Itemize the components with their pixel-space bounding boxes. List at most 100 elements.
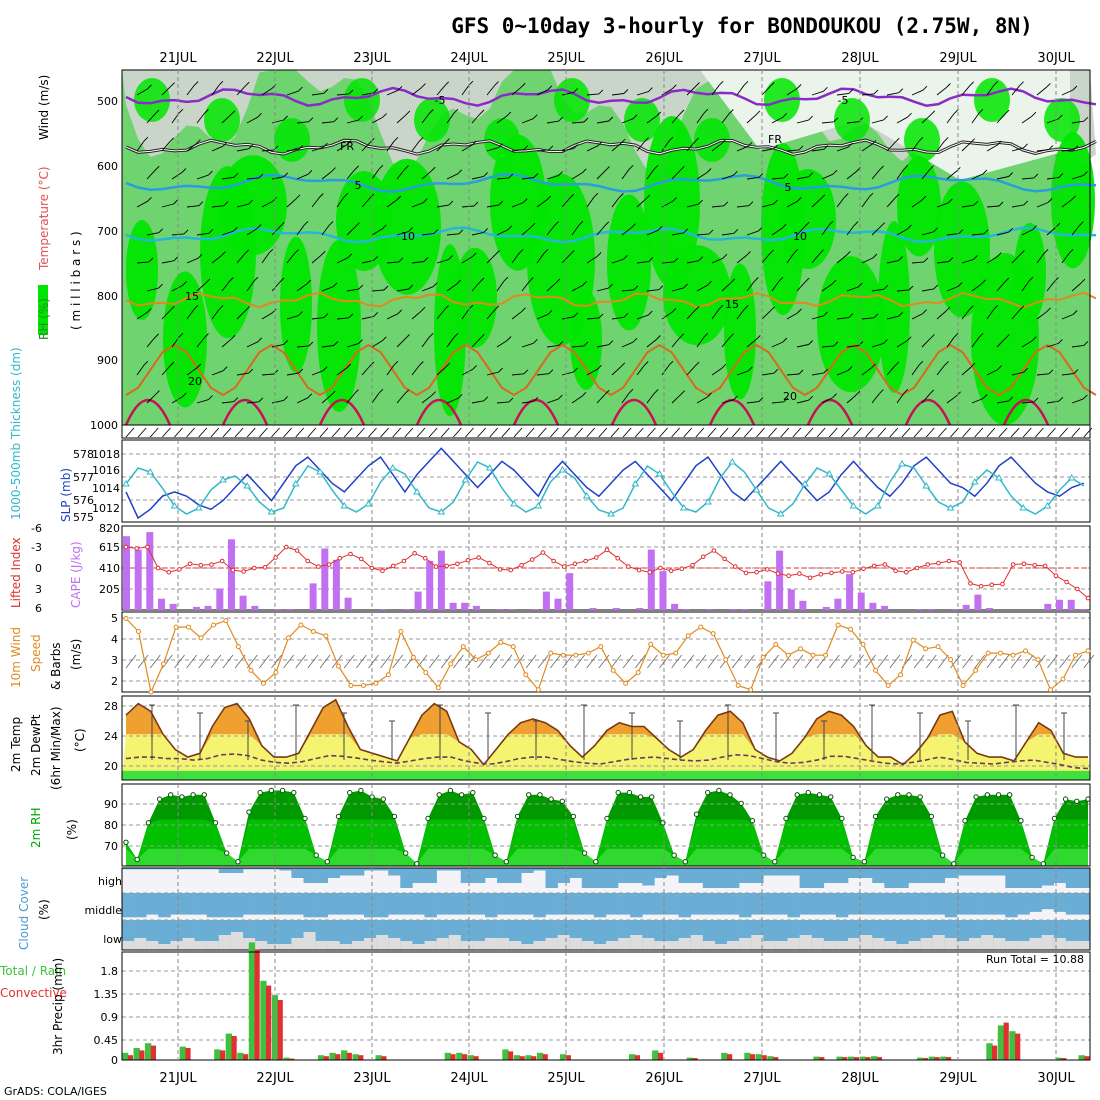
thickness-marker	[1043, 502, 1052, 509]
wind-barb	[511, 202, 524, 208]
wind-barb	[971, 398, 984, 404]
thickness-tick: 576	[73, 494, 94, 507]
surface-barb	[489, 427, 499, 438]
wind-barb	[221, 114, 232, 124]
cape-bar	[659, 571, 667, 610]
rh2m-marker	[179, 794, 185, 800]
wind10-barb	[1010, 654, 1022, 669]
thickness-marker	[291, 480, 300, 487]
cloud-mid-bar	[436, 893, 449, 915]
contour-25	[806, 398, 854, 426]
wind-barb-flag	[181, 392, 187, 398]
wind-barb-flag	[746, 251, 751, 256]
wind-barb-flag	[445, 138, 450, 143]
wind-barb-flag	[871, 363, 876, 369]
precip-total-bar	[260, 980, 267, 1060]
wind-barb-flag	[533, 338, 538, 344]
wind-barb	[946, 171, 957, 180]
thickness-marker	[582, 492, 591, 499]
wind-barb-flag	[721, 139, 726, 145]
li-marker	[209, 562, 214, 567]
wind-barb	[671, 287, 684, 292]
contour-25	[1002, 398, 1050, 426]
cloud-low-bar	[593, 944, 607, 950]
wind-barb	[371, 392, 380, 404]
cloud-high-bar	[218, 868, 232, 873]
precip-total-bar	[317, 1055, 325, 1060]
wind10-barb	[707, 654, 719, 669]
wind-barb-flag	[657, 225, 663, 231]
wind-barb-flag	[279, 277, 285, 283]
wind-barb	[546, 225, 555, 236]
wind-barb	[261, 88, 273, 96]
wind10-barb	[913, 654, 925, 669]
cloud-high-bar	[146, 868, 159, 870]
wind-barb	[1071, 225, 1080, 236]
wind-barb	[621, 392, 630, 404]
cloud-mid-bar	[134, 893, 147, 918]
li-marker	[914, 565, 920, 571]
wind-barb	[146, 337, 156, 348]
precip-total-bar	[467, 1055, 474, 1060]
cloud-high-bar	[1017, 868, 1030, 888]
wind10-marker	[923, 646, 929, 652]
wind10-marker	[173, 624, 179, 630]
surface-barb	[853, 427, 862, 438]
precip-conv-bar	[865, 1057, 871, 1060]
wind-barb	[961, 309, 970, 320]
cloud-low-bar	[255, 941, 268, 950]
thickness-marker	[922, 482, 931, 489]
cape-bar	[169, 603, 177, 610]
wind-barb	[536, 149, 549, 152]
wind-barb	[136, 261, 150, 264]
surface-barb	[974, 427, 984, 438]
wind-barb-flag	[679, 109, 685, 115]
wind-barb	[161, 86, 171, 96]
wind-barb-flag	[620, 362, 626, 368]
wind10-marker	[1048, 687, 1053, 693]
thickness-marker	[267, 508, 276, 515]
cape-bar	[706, 609, 714, 610]
wind-barb-flag	[547, 85, 553, 91]
precip-total-bar	[329, 1052, 336, 1060]
cloud-low-bar	[690, 935, 704, 950]
wind-barb	[471, 231, 484, 236]
cape-label-li: Lifted Index	[9, 537, 23, 608]
wind-barb	[986, 144, 998, 152]
wind-barb	[811, 198, 822, 208]
wind-barb	[786, 252, 795, 264]
cloud-mid-bar	[606, 893, 619, 915]
cloud-high-bar	[557, 868, 570, 883]
precip-conv-bar	[243, 1054, 249, 1060]
cloud-high-bar	[775, 868, 788, 876]
wind10-marker	[211, 622, 216, 628]
wind-barb	[936, 141, 945, 152]
wind-barb	[271, 119, 284, 124]
wind-barb	[1071, 174, 1084, 180]
wind10-barb	[489, 654, 501, 669]
surface-barb	[659, 427, 668, 438]
wind-barb	[686, 260, 699, 264]
wind-barb-flag	[957, 282, 963, 287]
wind-barb-flag	[1005, 334, 1010, 339]
rh2m-marker	[492, 852, 498, 858]
wind-barb-flag	[533, 396, 539, 402]
wind-barb	[796, 176, 809, 180]
wind-barb	[571, 395, 583, 404]
rh2m-marker	[570, 813, 577, 820]
wind-barb-flag	[978, 108, 984, 114]
cloud-mid-bar	[932, 893, 946, 915]
rh2m-marker	[559, 798, 565, 804]
wind-barb	[596, 225, 606, 236]
cloud-mid-bar	[654, 893, 667, 915]
cloud-mid-bar	[521, 893, 534, 915]
wind-barb	[811, 148, 824, 152]
wind-barb-flag	[673, 257, 679, 263]
wind-barb-flag	[283, 115, 288, 121]
temp2m-units: (°C)	[73, 728, 87, 752]
cloud-label: Cloud Cover	[17, 877, 31, 950]
cloud-low-bar	[291, 938, 304, 950]
wind-barb	[136, 88, 148, 96]
wind-barb	[696, 284, 708, 292]
wind-barb	[921, 231, 934, 236]
